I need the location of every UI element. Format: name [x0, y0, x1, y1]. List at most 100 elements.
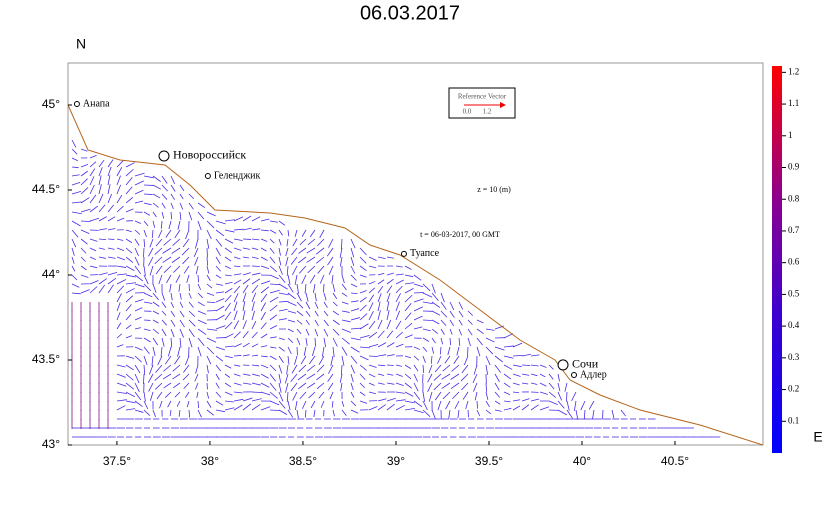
current-arrow: [341, 238, 343, 249]
current-arrow: [290, 256, 298, 265]
current-arrow: [449, 301, 455, 311]
current-arrow: [557, 409, 567, 416]
current-arrow: [404, 322, 413, 330]
current-arrow: [350, 300, 359, 303]
current-arrow: [314, 337, 316, 347]
current-arrow: [107, 184, 111, 195]
current-arrow: [427, 373, 433, 383]
current-arrow: [177, 346, 181, 357]
current-arrow: [179, 328, 184, 338]
current-arrow: [195, 265, 199, 275]
current-arrow: [305, 319, 310, 326]
current-arrow: [155, 364, 163, 373]
current-arrow: [233, 228, 244, 231]
current-arrow: [215, 373, 220, 380]
current-arrow: [242, 373, 251, 376]
current-arrow: [278, 373, 282, 384]
current-arrow: [449, 310, 455, 318]
current-arrow: [98, 184, 102, 195]
current-arrow: [155, 238, 163, 247]
current-arrow: [422, 337, 430, 342]
current-arrow: [323, 301, 328, 308]
current-arrow: [154, 382, 163, 390]
current-arrow: [169, 409, 172, 417]
current-arrow: [290, 373, 298, 383]
current-arrow: [165, 229, 172, 238]
current-arrow: [269, 296, 279, 303]
current-arrow: [461, 364, 469, 374]
current-arrow: [458, 337, 461, 346]
current-arrow: [404, 391, 414, 397]
current-arrow: [377, 272, 385, 276]
current-arrow: [179, 193, 184, 200]
current-arrow: [143, 265, 146, 276]
current-arrow: [71, 238, 77, 248]
current-arrow: [233, 398, 244, 402]
current-arrow: [512, 373, 521, 377]
current-arrow: [350, 247, 355, 258]
current-arrow: [305, 301, 311, 310]
current-arrow: [306, 247, 316, 254]
current-arrow: [332, 292, 338, 300]
current-arrow: [316, 256, 325, 264]
current-arrow: [296, 409, 299, 419]
current-arrow: [134, 327, 141, 330]
current-arrow: [323, 292, 327, 301]
current-arrow: [306, 382, 316, 389]
current-arrow: [422, 409, 431, 418]
current-arrow: [306, 373, 316, 380]
current-arrow: [80, 197, 90, 204]
current-arrow: [298, 364, 307, 373]
x-tick-label: 38.5°: [289, 454, 317, 468]
current-arrow: [170, 301, 175, 308]
current-arrow: [80, 170, 88, 177]
current-arrow: [206, 274, 211, 281]
current-arrow: [503, 407, 512, 411]
current-arrow: [196, 391, 199, 399]
current-arrow: [182, 373, 190, 381]
current-arrow: [413, 315, 423, 321]
current-arrow: [98, 175, 102, 186]
current-arrow: [251, 228, 261, 231]
current-arrow: [154, 256, 163, 265]
current-arrow: [299, 238, 307, 246]
current-arrow: [359, 355, 369, 361]
current-arrow: [437, 355, 442, 364]
current-arrow: [242, 320, 247, 330]
current-arrow: [269, 336, 277, 339]
current-arrow: [185, 229, 190, 240]
current-arrow: [215, 283, 224, 286]
current-arrow: [434, 364, 442, 373]
current-arrow: [89, 161, 97, 168]
current-arrow: [143, 283, 152, 292]
current-arrow: [224, 382, 232, 388]
current-arrow: [548, 373, 554, 380]
current-arrow: [215, 400, 224, 406]
current-arrow: [206, 292, 215, 296]
current-arrow: [215, 325, 226, 330]
current-arrow: [233, 216, 244, 222]
current-arrow: [339, 256, 343, 267]
current-arrow: [125, 335, 133, 339]
current-arrow: [179, 301, 184, 308]
current-arrow: [251, 216, 261, 222]
current-arrow: [174, 391, 181, 398]
current-arrow: [206, 283, 213, 289]
current-arrow: [413, 283, 424, 288]
current-arrow: [215, 391, 222, 398]
current-arrow: [167, 400, 172, 408]
current-arrow: [395, 279, 404, 285]
current-arrow: [125, 162, 135, 168]
current-arrow: [444, 355, 451, 364]
current-arrow: [269, 229, 277, 234]
current-arrow: [147, 373, 154, 383]
current-arrow: [143, 274, 149, 285]
current-arrow: [314, 292, 317, 302]
current-arrow: [143, 409, 151, 416]
current-arrow: [194, 373, 199, 382]
current-arrow: [134, 298, 144, 303]
current-arrow: [340, 382, 343, 391]
current-arrow: [413, 326, 423, 330]
current-arrow: [368, 391, 377, 395]
current-arrow: [116, 175, 121, 186]
